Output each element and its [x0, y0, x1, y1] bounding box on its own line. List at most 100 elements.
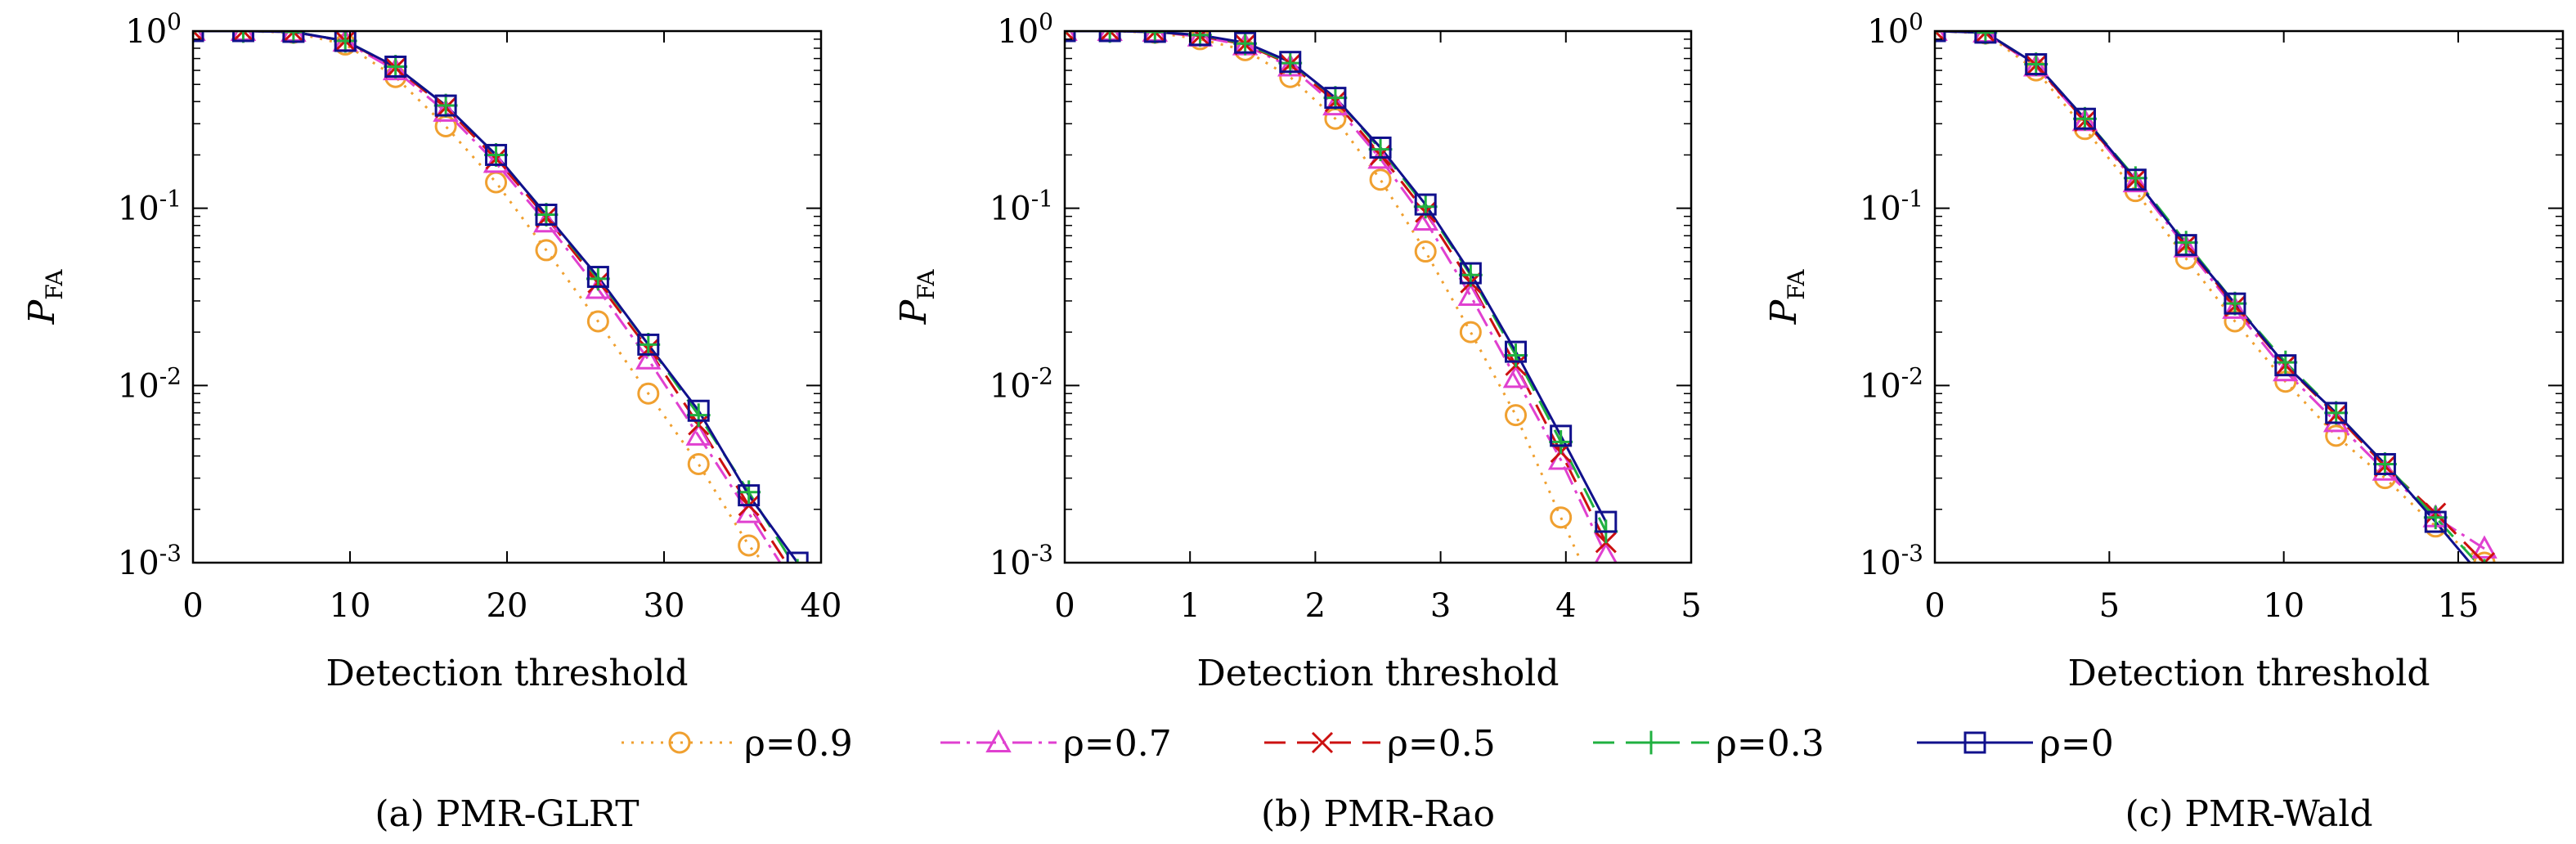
x-tick-label: 10	[2263, 587, 2304, 625]
axes-frame	[1933, 29, 2565, 564]
data-point	[738, 484, 761, 507]
panel-caption: (b) PMR-Rao	[1261, 793, 1495, 835]
data-point	[1369, 136, 1392, 159]
data-point	[1459, 262, 1482, 285]
data-point	[2224, 292, 2246, 315]
x-tick-label: 5	[1681, 587, 1701, 625]
x-tick-label: 5	[2099, 587, 2120, 625]
data-point	[2024, 52, 2049, 76]
legend-label: ρ=0.7	[1063, 723, 1172, 765]
x-tick-label: 3	[1430, 587, 1451, 625]
data-point	[1549, 429, 1573, 454]
data-point	[1505, 404, 1528, 427]
legend-marker	[668, 731, 691, 754]
data-point	[535, 239, 558, 262]
data-point	[482, 150, 509, 173]
data-point	[382, 56, 409, 81]
axes-frame	[191, 29, 823, 564]
legend-marker	[985, 729, 1012, 753]
legend: ρ=0.9 ρ=0.7 ρ=0.5 ρ=0.3 ρ=0	[622, 723, 2114, 765]
data-point	[1550, 424, 1573, 447]
series-line-3	[193, 31, 788, 563]
data-point	[2471, 535, 2497, 559]
x-tick-label: 10	[330, 587, 371, 625]
legend-label: ρ=0.5	[1387, 723, 1496, 765]
legend-item-1: ρ=0.9	[622, 723, 853, 765]
axes-frame	[1063, 29, 1693, 564]
data-point	[534, 203, 559, 227]
data-point	[1279, 51, 1302, 74]
data-point	[193, 31, 204, 43]
data-point	[687, 452, 710, 475]
x-tick-label: 0	[182, 587, 203, 625]
x-axis-title: Detection threshold	[326, 653, 689, 694]
data-point	[738, 534, 761, 557]
x-tick-label: 4	[1555, 587, 1576, 625]
legend-marker	[1963, 731, 1986, 754]
data-point	[1234, 31, 1257, 54]
plot-area	[1935, 31, 2497, 563]
data-point	[1323, 86, 1348, 110]
series-line-1	[1065, 31, 1583, 563]
y-tick-label: 10-2	[990, 362, 1053, 405]
data-point	[637, 382, 660, 405]
data-point	[636, 333, 661, 357]
data-point	[1414, 240, 1437, 263]
data-point	[1594, 541, 1618, 563]
y-tick-label: 10-3	[1860, 540, 1923, 582]
y-tick-label: 10-3	[118, 540, 182, 582]
data-point	[687, 399, 710, 422]
y-tick-label: 10-3	[990, 540, 1053, 582]
data-point	[2372, 457, 2399, 481]
data-point	[2223, 291, 2247, 316]
data-point	[433, 93, 458, 118]
data-point	[1099, 31, 1121, 43]
data-point	[2173, 234, 2199, 258]
data-point	[2122, 168, 2149, 193]
data-point	[434, 94, 457, 117]
y-tick-label: 10-2	[118, 362, 182, 405]
x-tick-label: 15	[2438, 587, 2480, 625]
legend-label: ρ=0	[2040, 723, 2114, 765]
data-point	[2073, 106, 2097, 131]
legend-marker	[1311, 731, 1334, 754]
panel-caption: (c) PMR-Wald	[2125, 793, 2372, 835]
y-tick-label: 100	[125, 8, 182, 51]
legend-label: ρ=0.9	[744, 723, 853, 765]
y-tick-label: 10-1	[118, 186, 182, 228]
series-line-1	[193, 31, 765, 563]
chart-panel-2: 0 1 2 3 4 5 100 10-1 10-2 10-3 Detection threshold…	[893, 8, 1702, 835]
y-axis-title: PFA	[893, 269, 940, 325]
data-point	[1459, 321, 1482, 343]
x-tick-label: 30	[644, 587, 685, 625]
data-point	[586, 266, 609, 289]
y-tick-label: 10-1	[990, 186, 1053, 228]
x-tick-label: 1	[1179, 587, 1200, 625]
data-point	[1414, 193, 1437, 216]
legend-item-4: ρ=0.3	[1593, 723, 1824, 765]
data-point	[2423, 505, 2448, 530]
series-line-2	[193, 31, 782, 563]
data-point	[485, 143, 508, 166]
data-point	[2174, 234, 2197, 257]
data-point	[2274, 354, 2297, 377]
data-point	[535, 204, 558, 227]
data-point	[1277, 53, 1304, 77]
y-tick-label: 100	[997, 8, 1053, 51]
data-point	[384, 55, 407, 78]
data-point	[2424, 510, 2447, 533]
series-line-5	[193, 31, 799, 563]
data-point	[1412, 207, 1438, 231]
chart-panel-3: 0 5 10 15 100 10-1 10-2 10-3 Detection threshold…	[1763, 8, 2565, 835]
data-point	[2325, 424, 2348, 447]
data-point	[686, 403, 711, 428]
data-point	[1974, 31, 1997, 44]
x-axis-title: Detection threshold	[1197, 653, 1560, 694]
x-axis-title: Detection threshold	[2068, 653, 2430, 694]
data-point	[333, 31, 357, 53]
y-axis-title: PFA	[21, 269, 68, 325]
data-point	[2373, 452, 2397, 476]
data-point	[685, 422, 711, 446]
